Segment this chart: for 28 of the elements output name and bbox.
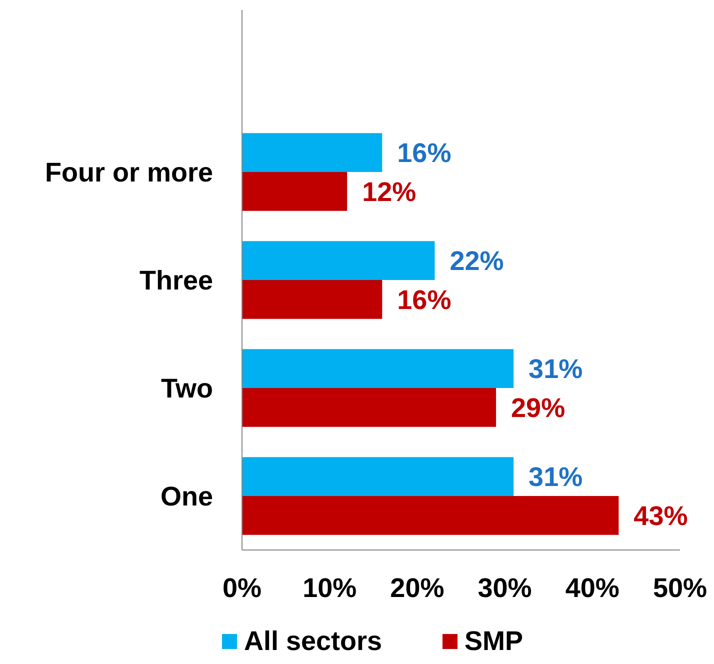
bar bbox=[242, 241, 435, 280]
x-tick-label: 10% bbox=[302, 573, 357, 603]
x-tick-label: 50% bbox=[652, 573, 708, 603]
text: 43% bbox=[634, 500, 688, 531]
text: 12% bbox=[362, 176, 416, 207]
text: 22% bbox=[450, 246, 504, 276]
bar bbox=[242, 133, 382, 172]
x-tick-label: 40% bbox=[565, 573, 620, 603]
text: 29% bbox=[511, 392, 566, 423]
bar bbox=[242, 349, 514, 388]
x-tick-label: 0% bbox=[222, 573, 262, 603]
bar bbox=[242, 457, 514, 496]
x-tick-label: 30% bbox=[478, 573, 532, 603]
y-tick-label: Two bbox=[161, 373, 213, 404]
text: 31% bbox=[528, 462, 583, 492]
text: 16% bbox=[397, 138, 452, 168]
y-tick-label: Four or more bbox=[44, 157, 213, 188]
text: 16% bbox=[397, 284, 452, 315]
bar bbox=[242, 496, 619, 535]
bar bbox=[242, 172, 348, 211]
y-tick-label: Three bbox=[139, 265, 213, 296]
legend-label: All sectors bbox=[244, 626, 382, 656]
bar bbox=[242, 388, 496, 427]
legend-label: SMP bbox=[464, 626, 524, 656]
x-tick-label: 20% bbox=[390, 573, 444, 603]
text: 31% bbox=[528, 354, 583, 384]
bar bbox=[242, 280, 382, 319]
y-tick-label: One bbox=[160, 481, 213, 512]
